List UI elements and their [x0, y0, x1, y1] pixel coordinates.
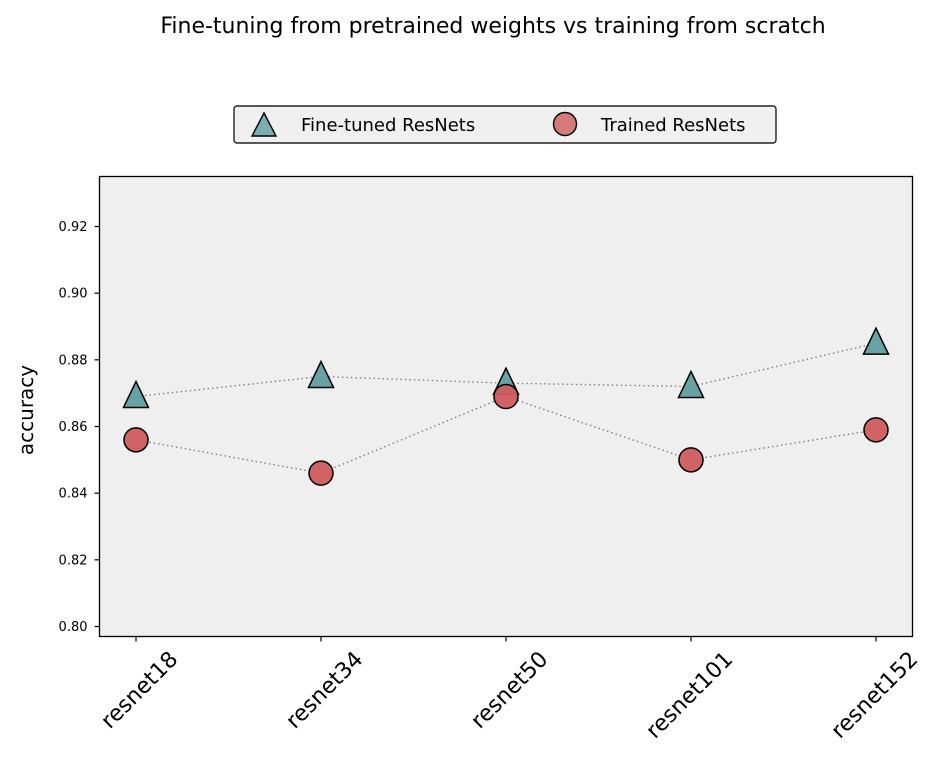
- trained-point: [863, 417, 889, 443]
- y-tick-label: 0.80: [59, 620, 88, 635]
- legend-label-trained: Trained ResNets: [600, 115, 746, 136]
- y-tick-label: 0.86: [59, 420, 88, 435]
- y-tick-label: 0.82: [59, 553, 88, 568]
- legend: Fine-tuned ResNets Trained ResNets: [233, 105, 777, 144]
- finetuned-point: [862, 326, 890, 355]
- x-axis: resnet18 resnet34 resnet50 resnet101 resnet1…: [97, 636, 924, 744]
- finetuned-point: [307, 359, 335, 389]
- legend-circle-marker: [552, 111, 578, 137]
- legend-box: [233, 105, 777, 144]
- y-tick-label: 0.90: [59, 287, 88, 302]
- y-axis-label: accuracy: [14, 365, 38, 455]
- y-tick-label: 0.92: [59, 220, 88, 235]
- x-tick-label: resnet34: [282, 647, 369, 734]
- x-tick-label: resnet18: [97, 647, 184, 734]
- x-tick-label: resnet152: [827, 647, 924, 744]
- legend-label-finetuned: Fine-tuned ResNets: [301, 115, 475, 136]
- y-tick-label: 0.84: [59, 487, 88, 502]
- trained-point: [678, 447, 704, 473]
- y-axis: 0.80 0.82 0.84 0.86 0.88 0.90 0.92: [59, 220, 100, 635]
- finetuned-point: [122, 379, 150, 409]
- data-marks: [122, 326, 890, 486]
- y-tick-label: 0.88: [59, 353, 88, 368]
- legend-triangle-marker: [250, 111, 278, 137]
- trained-point: [308, 460, 334, 486]
- x-tick-label: resnet101: [642, 647, 739, 744]
- x-tick-label: resnet50: [467, 647, 554, 734]
- trained-point: [493, 383, 519, 410]
- chart-title: Fine-tuning from pretrained weights vs t…: [160, 14, 825, 39]
- trained-point: [123, 427, 149, 453]
- finetuned-point: [677, 369, 705, 399]
